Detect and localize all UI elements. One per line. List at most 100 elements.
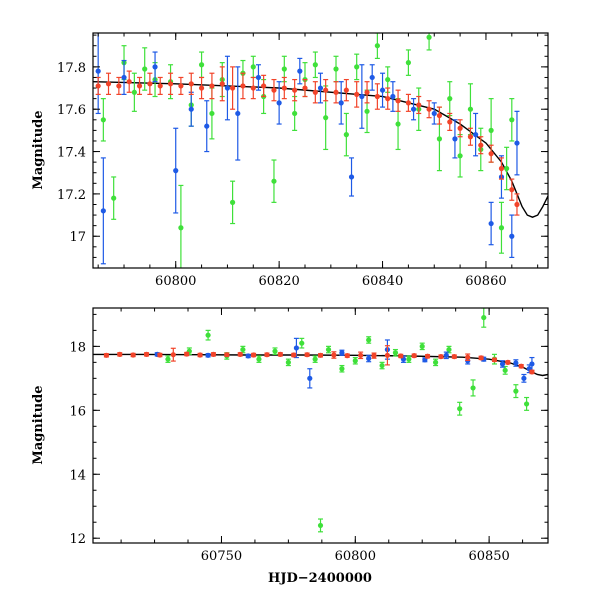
top-data-point — [426, 106, 432, 112]
bottom-data-point — [237, 351, 243, 357]
bottom-data-point — [240, 346, 246, 353]
top-data-point — [410, 106, 417, 112]
top-data-point — [478, 142, 484, 148]
bottom-data-point — [317, 352, 324, 358]
bottom-data-point — [398, 353, 404, 359]
bottom-data-point — [307, 375, 313, 381]
bottom-x-tick-label: 60850 — [468, 549, 509, 564]
top-y-tick-label: 17.2 — [57, 188, 86, 203]
top-data-point — [416, 102, 422, 108]
bottom-data-point — [379, 362, 385, 369]
top-x-tick-label: 60840 — [362, 274, 403, 289]
bottom-ticks: 60750 60800 60850 12 14 16 18 — [69, 308, 548, 564]
bottom-data-point — [366, 337, 372, 343]
bottom-data-point — [411, 353, 417, 359]
top-data-point — [95, 68, 101, 74]
bottom-series-0 — [103, 345, 535, 375]
bottom-data-point — [371, 353, 377, 359]
top-data-point — [121, 74, 127, 81]
top-data-point — [281, 85, 287, 91]
top-data-point — [395, 98, 401, 104]
top-data-point — [317, 85, 324, 91]
top-data-point — [126, 79, 132, 85]
bottom-data-point — [325, 346, 332, 353]
top-data-point — [240, 83, 246, 89]
top-data-point — [281, 66, 287, 72]
bottom-y-axis-label: Magnitude — [31, 385, 46, 464]
bottom-data-point — [197, 352, 203, 358]
bottom-data-point — [491, 357, 498, 363]
bottom-data-point — [457, 406, 463, 412]
bottom-data-point — [502, 367, 508, 373]
top-data-point — [354, 91, 360, 97]
top-data-point — [457, 125, 463, 131]
top-data-point — [261, 83, 267, 89]
top-data-point — [142, 66, 148, 72]
bottom-data-point — [384, 352, 391, 358]
top-x-tick-label: 60800 — [155, 274, 196, 289]
bottom-data-point — [392, 350, 399, 356]
top-data-point — [312, 62, 318, 68]
top-data-point — [323, 87, 329, 93]
bottom-data-point — [331, 352, 337, 358]
bottom-data-point — [366, 355, 372, 362]
top-data-point — [255, 74, 262, 81]
top-y-tick-label: 17.4 — [57, 146, 86, 161]
bottom-data-point — [184, 351, 190, 357]
top-data-point — [385, 96, 391, 102]
top-data-point — [131, 89, 137, 95]
top-data-point — [198, 85, 205, 91]
bottom-data-point — [339, 350, 345, 356]
top-y-axis-label: Magnitude — [31, 110, 46, 189]
bottom-data-point — [505, 359, 511, 365]
bottom-plot-area — [93, 308, 548, 533]
bottom-data-point — [285, 359, 291, 365]
bottom-y-tick-label: 16 — [69, 404, 86, 419]
bottom-x-tick-label: 60800 — [335, 549, 376, 564]
top-data-point — [467, 134, 474, 140]
bottom-data-point — [481, 314, 487, 321]
bottom-data-point — [446, 346, 452, 353]
top-data-point — [302, 85, 308, 91]
bottom-data-point — [304, 352, 310, 358]
top-data-point — [178, 83, 184, 89]
bottom-y-tick-label: 14 — [69, 468, 86, 483]
top-data-point — [390, 93, 396, 100]
top-data-point — [514, 140, 520, 146]
top-data-point — [250, 85, 256, 91]
top-data-point — [116, 83, 122, 89]
top-data-point — [457, 153, 463, 159]
top-data-point — [173, 168, 179, 174]
bottom-data-point — [352, 358, 358, 364]
top-data-point — [292, 87, 298, 93]
bottom-data-point — [406, 356, 412, 362]
top-data-point — [498, 225, 505, 231]
bottom-data-point — [438, 353, 444, 360]
bottom-data-point — [165, 356, 171, 362]
bottom-data-point — [499, 361, 506, 367]
top-data-point — [100, 208, 106, 214]
bottom-data-point — [339, 366, 345, 372]
bottom-plot-frame — [92, 307, 549, 544]
top-data-point — [364, 108, 370, 114]
top-ticks: 60800 60820 60840 60860 17 17.2 17.4 17.6 17.8 — [57, 33, 548, 289]
top-data-point — [452, 136, 458, 142]
bottom-data-point — [521, 375, 527, 381]
top-series-2 — [100, 33, 515, 268]
top-data-point — [250, 64, 256, 70]
bottom-data-point — [312, 356, 318, 362]
top-data-point — [473, 132, 479, 138]
bottom-data-point — [264, 352, 270, 358]
bottom-data-point — [130, 352, 136, 358]
top-data-point — [343, 87, 349, 93]
top-y-tick-label: 17.6 — [57, 103, 86, 118]
bottom-data-point — [422, 357, 428, 363]
x-axis-label: HJD−2400000 — [268, 571, 372, 586]
top-plot-frame — [92, 32, 549, 269]
top-data-point — [509, 233, 515, 239]
bottom-data-point — [291, 352, 297, 358]
bottom-data-point — [513, 388, 519, 394]
bottom-data-point — [299, 340, 305, 346]
top-data-point — [235, 110, 241, 117]
